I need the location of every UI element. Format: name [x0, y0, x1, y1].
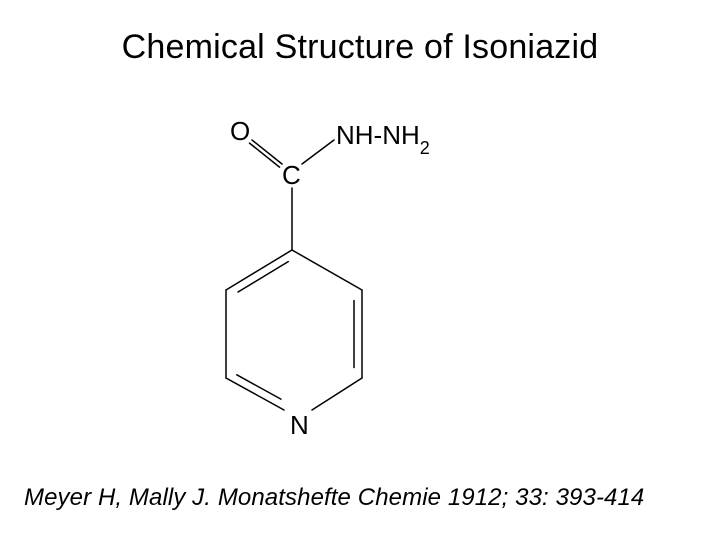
atom-hydrazide-sub: 2 [420, 138, 430, 158]
atom-carbon: C [282, 160, 301, 191]
atom-hydrazide-label: NH-NH [336, 120, 420, 150]
atom-hydrazide: NH-NH2 [336, 120, 430, 155]
slide: Chemical Structure of Isoniazid O C NH-N… [0, 0, 720, 540]
slide-title: Chemical Structure of Isoniazid [0, 28, 720, 67]
chemical-structure: O C NH-NH2 N [220, 110, 520, 440]
atom-oxygen: O [230, 116, 250, 147]
citation-text: Meyer H, Mally J. Monatshefte Chemie 191… [24, 484, 704, 512]
atom-nitrogen-ring: N [290, 410, 309, 441]
bonds-svg [220, 110, 520, 440]
